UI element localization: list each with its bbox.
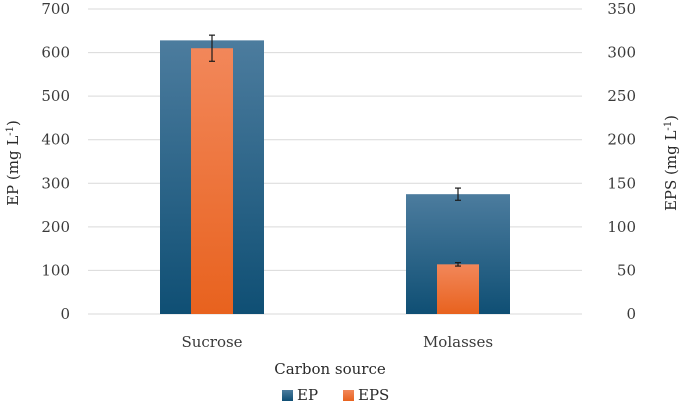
right-tick-label: 150 — [607, 174, 636, 192]
left-tick-label: 700 — [41, 0, 70, 18]
left-tick-label: 600 — [41, 44, 70, 62]
y-axis-right-title: EPS (mg L-1) — [662, 115, 680, 211]
legend-swatch-ep — [282, 390, 293, 401]
bar-eps-sucrose — [191, 48, 233, 314]
right-tick-label: 50 — [617, 261, 636, 279]
left-tick-label: 300 — [41, 174, 70, 192]
left-tick-label: 200 — [41, 218, 70, 236]
left-axis-ticks: 0 100 200 300 400 500 600 700 — [41, 0, 70, 323]
error-bars — [209, 34, 461, 267]
right-axis-ticks: 0 50 100 150 200 250 300 350 — [607, 0, 636, 323]
x-axis-title: Carbon source — [274, 360, 386, 378]
legend-swatch-eps — [343, 390, 354, 401]
left-tick-label: 500 — [41, 87, 70, 105]
right-tick-label: 300 — [607, 44, 636, 62]
right-tick-label: 350 — [607, 0, 636, 18]
legend-label-ep: EP — [297, 386, 318, 404]
right-tick-label: 200 — [607, 131, 636, 149]
bars — [160, 40, 510, 314]
right-tick-label: 0 — [626, 305, 636, 323]
category-labels: Sucrose Molasses — [181, 333, 493, 351]
right-tick-label: 250 — [607, 87, 636, 105]
category-label: Molasses — [423, 333, 493, 351]
right-tick-label: 100 — [607, 218, 636, 236]
legend-label-eps: EPS — [358, 386, 389, 404]
y-axis-left-title: EP (mg L-1) — [4, 120, 22, 206]
category-label: Sucrose — [181, 333, 242, 351]
bar-eps-molasses — [437, 264, 479, 314]
left-tick-label: 400 — [41, 131, 70, 149]
left-tick-label: 0 — [60, 305, 70, 323]
left-tick-label: 100 — [41, 261, 70, 279]
legend: EP EPS — [282, 386, 389, 404]
